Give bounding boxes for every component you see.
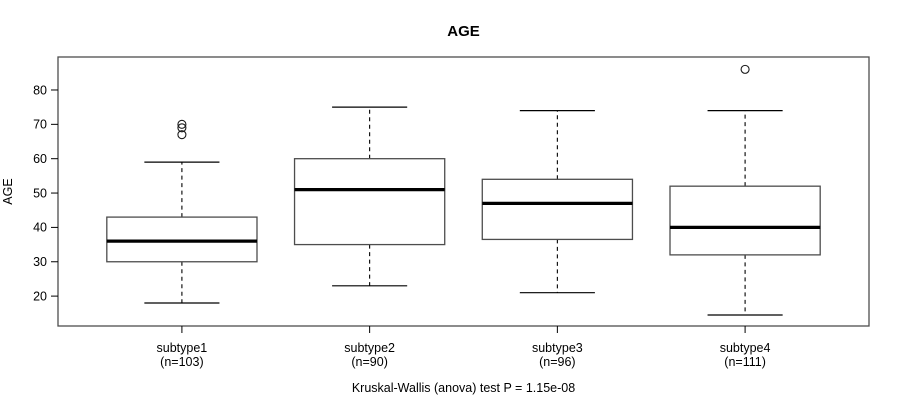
y-tick-label: 80 [33,83,47,97]
chart-title: AGE [447,23,480,40]
y-tick-label: 70 [33,118,47,132]
outlier-point [740,64,750,74]
x-tick-label: subtype1 [157,341,208,355]
iqr-box-subtype2 [293,158,446,246]
y-tick-label: 50 [33,186,47,200]
x-tick-sublabel: (n=103) [160,355,203,369]
iqr-box-subtype1 [106,216,258,263]
x-tick-label: subtype4 [720,341,771,355]
plot-frame [57,56,870,327]
iqr-box-subtype4 [669,185,821,256]
x-tick-sublabel: (n=90) [351,355,387,369]
x-tick-label: subtype2 [344,341,395,355]
outlier-point [177,119,187,129]
y-axis-label: AGE [1,178,15,204]
y-tick-label: 30 [33,255,47,269]
boxplots-group: 20304050607080subtype1(n=103)subtype2(n=… [33,64,821,369]
x-tick-sublabel: (n=111) [724,355,766,369]
y-tick-label: 20 [33,289,47,303]
x-tick-sublabel: (n=96) [539,355,575,369]
x-tick-label: subtype3 [532,341,583,355]
iqr-box-subtype3 [481,178,634,241]
outlier-point [177,123,187,133]
y-tick-label: 40 [33,221,47,235]
outlier-point [177,130,187,140]
y-tick-label: 60 [33,152,47,166]
caption: Kruskal-Wallis (anova) test P = 1.15e-08 [352,381,575,395]
